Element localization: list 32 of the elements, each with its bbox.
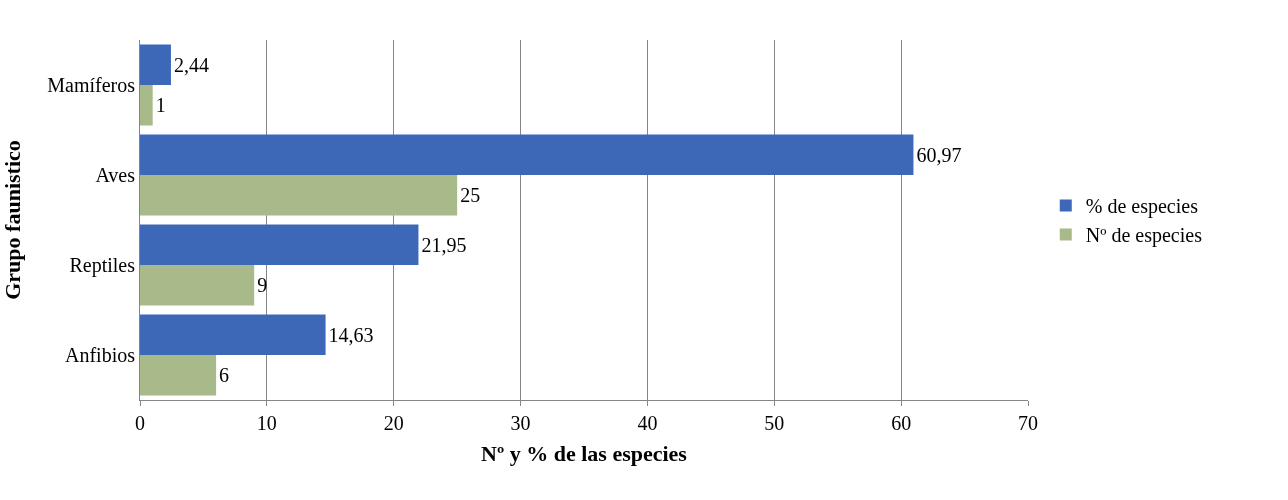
bar (140, 355, 217, 396)
data-label: 21,95 (421, 233, 467, 256)
y-tick-label: Aves (95, 164, 136, 186)
bar (140, 175, 458, 216)
bar (140, 134, 914, 175)
bar (140, 224, 419, 265)
x-tick-label: 50 (764, 412, 785, 434)
x-tick-label: 40 (637, 412, 658, 434)
y-axis-title: Grupo faunistico (0, 140, 26, 300)
bar (140, 44, 171, 85)
bar (140, 314, 326, 355)
data-label: 9 (257, 274, 268, 297)
x-tick-label: 20 (383, 412, 404, 434)
y-tick-label: Mamíferos (47, 74, 136, 96)
data-label: 6 (219, 364, 230, 387)
legend-label: % de especies (1085, 195, 1199, 219)
y-tick-label: Reptiles (69, 254, 136, 277)
data-label: 60,97 (916, 143, 962, 166)
data-label: 2,44 (173, 53, 209, 76)
legend-label: Nº de especies (1085, 224, 1203, 248)
data-label: 25 (460, 184, 481, 207)
y-tick-label: Anfibios (65, 344, 136, 366)
x-tick-label: 10 (256, 412, 277, 434)
bar (140, 265, 255, 306)
bar (140, 85, 153, 126)
x-tick-label: 70 (1018, 412, 1038, 434)
data-label: 1 (155, 94, 166, 117)
x-tick-label: 30 (510, 412, 531, 434)
x-tick-label: 60 (891, 412, 912, 434)
data-label: 14,63 (328, 323, 374, 346)
x-axis-title: Nº y % de las especies (481, 440, 688, 466)
x-tick-label: 0 (135, 412, 145, 434)
